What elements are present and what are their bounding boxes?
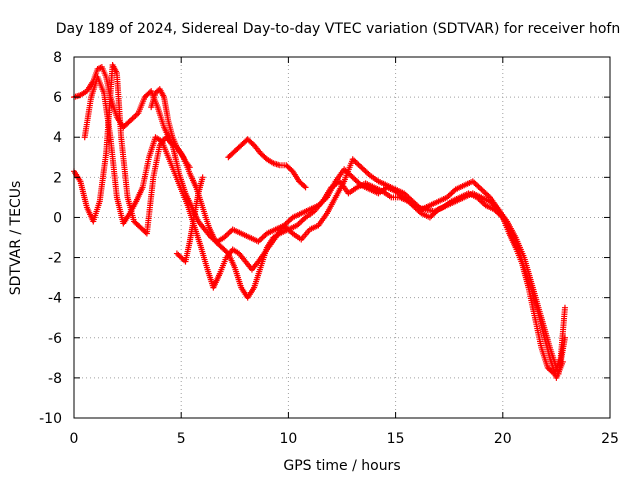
x-axis-ticks: 0 5 10 15 20 25 — [70, 57, 619, 447]
x-tick-label: 0 — [70, 431, 79, 447]
data-point — [561, 304, 568, 311]
series-track-f — [173, 174, 206, 265]
x-tick-label: 25 — [601, 431, 619, 447]
y-axis-label: SDTVAR / TECUs — [8, 181, 24, 296]
y-tick-label: -4 — [48, 291, 62, 307]
data-point — [302, 184, 309, 191]
x-tick-label: 15 — [387, 431, 405, 447]
y-tick-label: -8 — [48, 371, 62, 387]
data-point — [561, 334, 568, 341]
data-points — [71, 62, 568, 381]
data-point — [199, 174, 206, 181]
y-tick-label: 8 — [53, 50, 62, 66]
y-tick-label: -6 — [48, 331, 62, 347]
series-track-b — [71, 62, 566, 381]
grid-lines — [74, 57, 610, 418]
x-tick-label: 10 — [279, 431, 297, 447]
y-tick-label: 4 — [53, 130, 62, 146]
y-tick-label: 6 — [53, 90, 62, 106]
y-tick-label: -2 — [48, 251, 62, 267]
series-track-c — [81, 74, 568, 377]
x-axis-label: GPS time / hours — [283, 458, 400, 474]
x-tick-label: 20 — [494, 431, 512, 447]
data-point — [186, 164, 193, 171]
y-tick-label: -10 — [39, 411, 62, 427]
y-tick-label: 2 — [53, 170, 62, 186]
plot-frame — [73, 56, 611, 419]
chart-title: Day 189 of 2024, Sidereal Day-to-day VTE… — [56, 21, 620, 37]
y-axis-ticks: -10 -8 -6 -4 -2 0 2 4 6 8 — [39, 50, 610, 427]
x-tick-label: 5 — [177, 431, 186, 447]
series-track-e — [225, 136, 309, 191]
y-tick-label: 0 — [53, 210, 62, 226]
series-track-d — [148, 86, 193, 171]
data-point-interp — [301, 183, 308, 190]
